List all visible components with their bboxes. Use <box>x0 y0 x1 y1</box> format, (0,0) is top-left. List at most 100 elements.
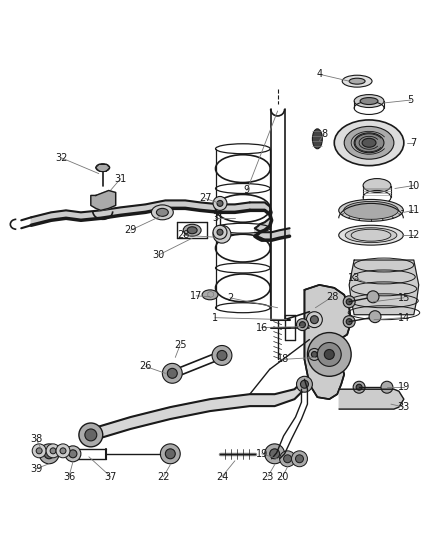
Circle shape <box>160 444 180 464</box>
Text: 10: 10 <box>407 181 419 190</box>
Polygon shape <box>348 260 418 314</box>
Text: 2: 2 <box>226 293 233 303</box>
Polygon shape <box>264 219 269 230</box>
Polygon shape <box>271 230 279 240</box>
Text: 32: 32 <box>55 152 67 163</box>
Ellipse shape <box>338 225 403 245</box>
Text: 4: 4 <box>316 69 321 79</box>
Circle shape <box>296 376 312 392</box>
Ellipse shape <box>312 129 321 149</box>
Polygon shape <box>339 389 403 409</box>
Ellipse shape <box>362 179 390 192</box>
Text: 16: 16 <box>255 322 267 333</box>
Circle shape <box>56 444 70 458</box>
Text: 15: 15 <box>397 293 409 303</box>
Text: 19: 19 <box>255 449 267 459</box>
Polygon shape <box>304 285 350 399</box>
Text: 24: 24 <box>215 472 228 482</box>
Text: 30: 30 <box>152 250 164 260</box>
Polygon shape <box>185 200 200 211</box>
Text: 18: 18 <box>276 354 288 365</box>
Text: 37: 37 <box>104 472 117 482</box>
Circle shape <box>167 368 177 378</box>
Ellipse shape <box>201 290 218 300</box>
Ellipse shape <box>348 78 364 84</box>
Circle shape <box>165 449 175 459</box>
Circle shape <box>85 429 96 441</box>
Text: 20: 20 <box>276 472 288 482</box>
Polygon shape <box>254 228 257 238</box>
Circle shape <box>46 444 60 458</box>
Circle shape <box>291 451 307 467</box>
Circle shape <box>368 311 380 322</box>
Text: 25: 25 <box>173 340 186 350</box>
Circle shape <box>50 448 56 454</box>
Polygon shape <box>51 211 66 220</box>
Circle shape <box>269 449 279 459</box>
Polygon shape <box>257 230 261 240</box>
Circle shape <box>216 351 226 360</box>
Ellipse shape <box>183 224 201 236</box>
Circle shape <box>300 380 308 388</box>
Text: 7: 7 <box>410 138 416 148</box>
Circle shape <box>366 291 378 303</box>
Text: 36: 36 <box>63 472 75 482</box>
Ellipse shape <box>156 208 168 216</box>
Circle shape <box>79 423 102 447</box>
Circle shape <box>65 446 81 462</box>
Polygon shape <box>165 200 185 208</box>
Circle shape <box>311 351 317 358</box>
Polygon shape <box>261 232 271 240</box>
Polygon shape <box>66 211 81 220</box>
Circle shape <box>310 316 318 324</box>
Ellipse shape <box>343 201 397 219</box>
Text: 26: 26 <box>139 361 151 372</box>
Text: 23: 23 <box>261 472 273 482</box>
Ellipse shape <box>353 94 383 108</box>
Text: 19: 19 <box>397 382 409 392</box>
Circle shape <box>162 364 182 383</box>
Polygon shape <box>279 228 289 238</box>
Polygon shape <box>31 212 51 225</box>
Text: 14: 14 <box>397 313 409 322</box>
Ellipse shape <box>151 205 173 220</box>
Circle shape <box>60 448 66 454</box>
Circle shape <box>44 449 54 459</box>
Circle shape <box>212 225 230 243</box>
Circle shape <box>212 197 226 211</box>
Ellipse shape <box>333 120 403 166</box>
Text: 8: 8 <box>321 129 327 139</box>
Ellipse shape <box>359 98 377 104</box>
Polygon shape <box>254 226 257 236</box>
Text: 38: 38 <box>30 434 42 444</box>
Circle shape <box>216 200 223 206</box>
Circle shape <box>283 455 291 463</box>
Polygon shape <box>91 190 115 211</box>
Circle shape <box>32 444 46 458</box>
Circle shape <box>296 319 308 330</box>
Ellipse shape <box>344 228 396 243</box>
Text: 39: 39 <box>30 464 42 474</box>
Polygon shape <box>234 203 249 212</box>
Ellipse shape <box>342 75 371 87</box>
Ellipse shape <box>361 139 375 147</box>
Polygon shape <box>200 203 219 212</box>
Circle shape <box>317 343 340 366</box>
Circle shape <box>69 450 77 458</box>
Text: 12: 12 <box>406 230 419 240</box>
Circle shape <box>343 316 354 328</box>
Polygon shape <box>257 224 259 234</box>
Circle shape <box>212 345 231 365</box>
Circle shape <box>264 444 284 464</box>
Polygon shape <box>81 211 101 220</box>
Polygon shape <box>249 203 264 211</box>
Circle shape <box>295 455 303 463</box>
Text: 28: 28 <box>325 292 338 302</box>
Circle shape <box>343 296 354 308</box>
Polygon shape <box>269 206 271 220</box>
Text: 1: 1 <box>212 313 218 322</box>
Text: 11: 11 <box>407 205 419 215</box>
Polygon shape <box>219 204 234 212</box>
Circle shape <box>36 448 42 454</box>
Ellipse shape <box>353 133 383 153</box>
